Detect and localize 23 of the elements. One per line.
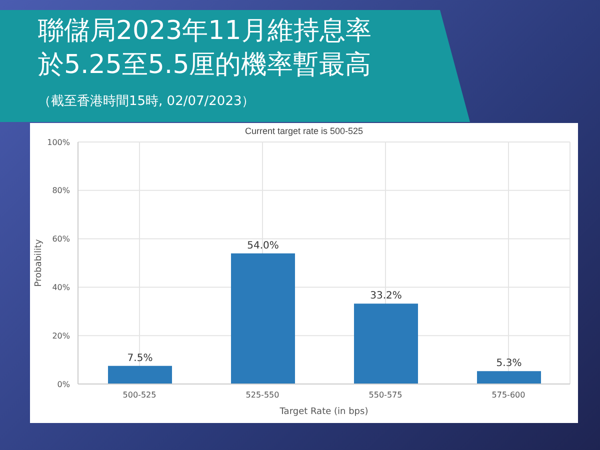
y-tick-label: 80% bbox=[52, 186, 70, 196]
text: （截至香港時間15時, 02/07/2023） bbox=[38, 93, 255, 110]
data-label: 5.3% bbox=[496, 358, 522, 370]
data-label: 33.2% bbox=[370, 290, 402, 302]
chart-subtitle: Current target rate is 500-525 bbox=[244, 126, 364, 136]
y-axis-title: Probability bbox=[34, 238, 44, 287]
x-axis-title: Target Rate (in bps) bbox=[278, 407, 368, 417]
y-tick-label: 0% bbox=[57, 380, 70, 389]
data-label: 54.0% bbox=[247, 240, 279, 252]
data-label: 7.5% bbox=[127, 352, 153, 364]
x-tick-label: 575-600 bbox=[492, 390, 526, 400]
y-tick-label: 100% bbox=[47, 138, 70, 147]
bar bbox=[354, 304, 418, 384]
x-tick-label: 525-550 bbox=[246, 390, 280, 400]
bar bbox=[108, 366, 172, 384]
chart-title: 聯儲局2023年11月維持息率於5.25至5.5厘的機率暫最高 bbox=[38, 15, 372, 82]
y-tick-label: 20% bbox=[52, 331, 70, 340]
y-tick-label: 40% bbox=[52, 283, 70, 292]
x-tick-label: 500-525 bbox=[122, 390, 156, 400]
bar bbox=[477, 371, 541, 384]
bar bbox=[231, 253, 295, 384]
y-tick-label: 60% bbox=[52, 234, 70, 244]
x-tick-label: 550-575 bbox=[368, 390, 402, 400]
